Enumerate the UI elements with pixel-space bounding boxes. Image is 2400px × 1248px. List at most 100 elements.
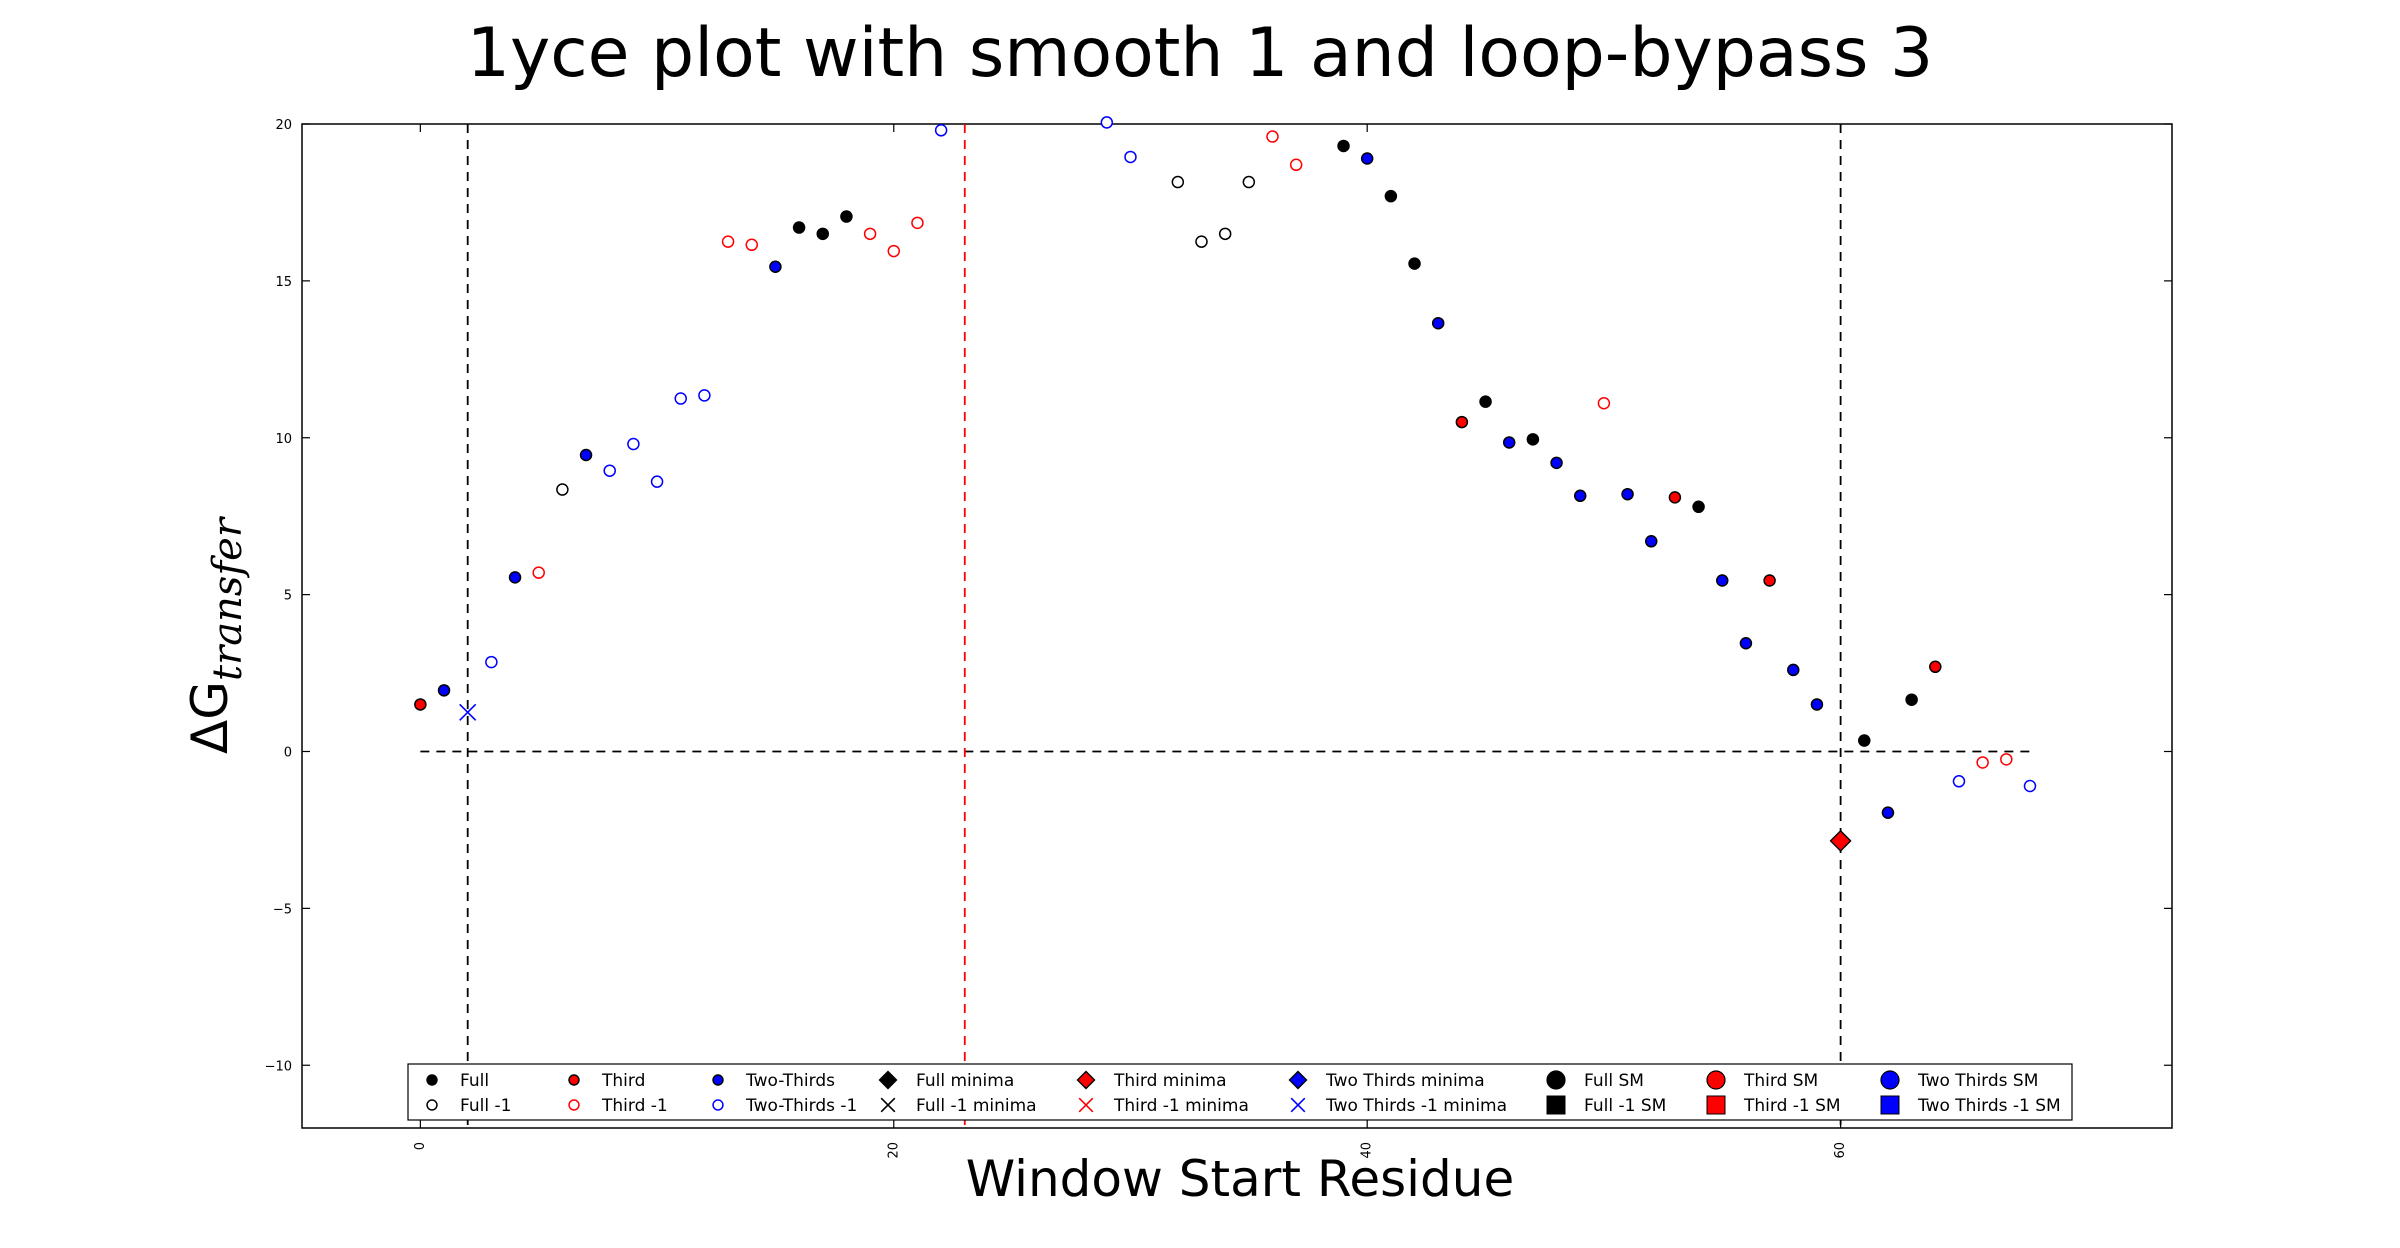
x-tick-label: 40 [1360, 1142, 1375, 1159]
data-point [1905, 693, 1918, 706]
legend-label: Two Thirds minima [1325, 1071, 1485, 1091]
legend-marker [1078, 1097, 1094, 1113]
y-tick-label: 20 [275, 118, 292, 133]
legend-marker [1546, 1095, 1566, 1115]
data-point [1929, 660, 1942, 674]
plot-frame [301, 123, 2173, 1129]
series-two-thirds-1 [485, 116, 2037, 793]
data-point [1858, 734, 1871, 747]
data-point [1881, 806, 1895, 819]
data-point [1384, 189, 1398, 203]
data-point [1829, 829, 1852, 852]
y-tick-label: 15 [275, 275, 292, 290]
legend-marker [878, 1070, 898, 1090]
y-tick-label: 5 [284, 589, 292, 604]
data-point [1573, 489, 1587, 503]
data-point [1952, 775, 1966, 788]
data-point [1739, 637, 1753, 650]
data-point [627, 437, 640, 451]
legend-label: Full -1 [460, 1096, 511, 1116]
legend-marker [1288, 1070, 1308, 1090]
legend-marker [1706, 1070, 1726, 1090]
data-point [745, 238, 758, 252]
data-point [1455, 415, 1469, 429]
legend-label: Two Thirds -1 SM [1917, 1096, 2061, 1116]
data-point [1976, 756, 1989, 769]
legend-label: Third [601, 1071, 645, 1091]
data-point [887, 244, 901, 258]
legend-marker [880, 1097, 896, 1113]
y-tick-label: −10 [265, 1059, 292, 1074]
data-point [532, 566, 545, 579]
series-full-1 [556, 175, 1256, 496]
data-point [792, 221, 806, 234]
data-point [1218, 227, 1232, 241]
data-point [459, 703, 477, 721]
data-point [2023, 779, 2037, 793]
data-point [721, 235, 735, 248]
data-point [769, 260, 782, 274]
series-full [792, 139, 1918, 747]
legend-marker [1880, 1070, 1900, 1090]
legend-marker [1880, 1095, 1900, 1115]
data-point [1408, 257, 1421, 270]
legend-marker [1706, 1095, 1726, 1115]
legend-label: Full -1 minima [916, 1096, 1037, 1116]
data-point [1668, 491, 1682, 504]
legend-marker [568, 1099, 580, 1111]
data-point [650, 475, 664, 488]
data-point [603, 464, 616, 477]
data-point [934, 124, 948, 137]
data-point [1195, 235, 1208, 248]
data-point [579, 448, 593, 462]
legend-label: Third -1 minima [1113, 1096, 1249, 1116]
data-point [556, 483, 569, 496]
legend-marker [1546, 1070, 1566, 1090]
data-point [1644, 535, 1658, 548]
legend-label: Full -1 SM [1584, 1096, 1666, 1116]
data-point [911, 216, 924, 230]
y-tick-label: 0 [284, 746, 292, 761]
data-point [1621, 487, 1634, 501]
data-point [1787, 663, 1800, 677]
data-point [1692, 500, 1705, 514]
series-third-minima [1829, 829, 1852, 852]
data-point [1337, 139, 1350, 153]
legend-label: Third SM [1743, 1071, 1818, 1091]
legend-label: Third -1 [601, 1096, 668, 1116]
legend-marker [1290, 1097, 1306, 1113]
data-point [1431, 316, 1445, 330]
legend-marker [712, 1074, 724, 1086]
legend-label: Two Thirds SM [1917, 1071, 2038, 1091]
legend-label: Full [460, 1071, 489, 1091]
data-point [1763, 574, 1776, 587]
series-two-thirds-1-minima [459, 703, 477, 721]
data-point [816, 227, 830, 241]
x-axis-label: Window Start Residue [965, 1150, 1515, 1208]
data-point [1502, 436, 1516, 449]
legend-marker [712, 1099, 724, 1111]
y-tick-label: −5 [273, 902, 292, 917]
y-tick-label: 10 [275, 432, 292, 447]
data-point [674, 392, 687, 405]
data-point [1716, 574, 1729, 587]
data-point [2000, 753, 2013, 766]
legend-label: Two-Thirds [745, 1071, 835, 1091]
data-point [1266, 130, 1279, 143]
x-tick-label: 20 [886, 1142, 901, 1159]
data-point [1360, 152, 1374, 165]
series-two-thirds [437, 152, 1895, 819]
chart-title: 1yce plot with smooth 1 and loop-bypass … [466, 14, 1934, 93]
data-point [863, 227, 877, 241]
data-point [1100, 116, 1114, 129]
data-point [698, 389, 711, 402]
data-point [1479, 395, 1492, 408]
legend-label: Full SM [1584, 1071, 1644, 1091]
x-tick-label: 60 [1833, 1142, 1848, 1159]
data-point [1124, 150, 1137, 164]
legend-marker [568, 1074, 580, 1086]
data-point [485, 655, 498, 669]
legend-label: Third -1 SM [1743, 1096, 1841, 1116]
data-point [1810, 698, 1824, 711]
